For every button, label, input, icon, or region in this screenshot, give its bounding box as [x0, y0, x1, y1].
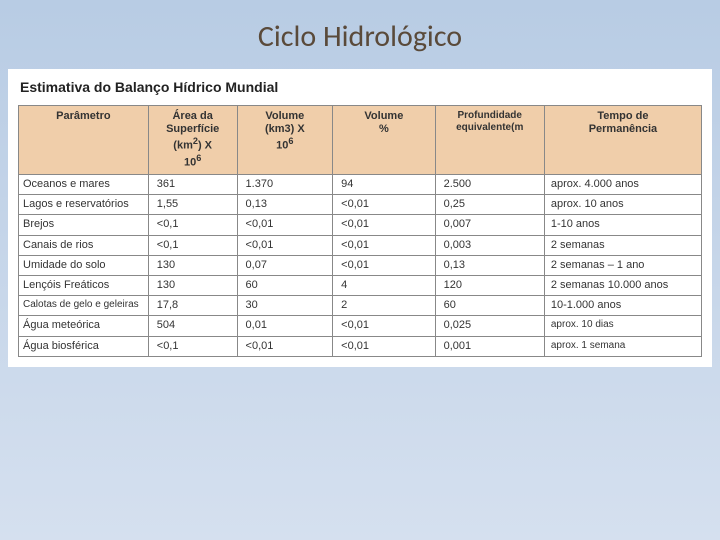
- table-cell: <0,01: [237, 336, 333, 356]
- table-cell: <0,1: [148, 235, 237, 255]
- table-cell: 2 semanas: [544, 235, 701, 255]
- col-profundidade: Profundidadeequivalente(m: [435, 106, 544, 175]
- table-cell: Canais de rios: [19, 235, 149, 255]
- table-cell: 504: [148, 316, 237, 336]
- table-cell: aprox. 1 semana: [544, 336, 701, 356]
- table-cell: 1.370: [237, 175, 333, 195]
- table-cell: 60: [435, 296, 544, 316]
- table-cell: 0,025: [435, 316, 544, 336]
- table-cell: 2 semanas – 1 ano: [544, 255, 701, 275]
- slide-title: Ciclo Hidrológico: [0, 0, 720, 69]
- table-cell: 1-10 anos: [544, 215, 701, 235]
- table-row: Água biosférica<0,1<0,01<0,010,001aprox.…: [19, 336, 702, 356]
- table-cell: 94: [333, 175, 435, 195]
- table-cell: 0,13: [237, 195, 333, 215]
- table-row: Brejos<0,1<0,01<0,010,0071-10 anos: [19, 215, 702, 235]
- table-cell: 2.500: [435, 175, 544, 195]
- table-cell: aprox. 10 anos: [544, 195, 701, 215]
- balance-table: Parâmetro Área daSuperfície(km2) X106 Vo…: [18, 105, 702, 357]
- table-cell: aprox. 10 dias: [544, 316, 701, 336]
- table-cell: Lençóis Freáticos: [19, 276, 149, 296]
- table-cell: <0,01: [237, 215, 333, 235]
- table-cell: 120: [435, 276, 544, 296]
- table-cell: 130: [148, 276, 237, 296]
- table-cell: 4: [333, 276, 435, 296]
- table-cell: <0,1: [148, 336, 237, 356]
- table-cell: 2: [333, 296, 435, 316]
- col-area: Área daSuperfície(km2) X106: [148, 106, 237, 175]
- table-cell: aprox. 4.000 anos: [544, 175, 701, 195]
- table-cell: Água biosférica: [19, 336, 149, 356]
- table-row: Calotas de gelo e geleiras17,83026010-1.…: [19, 296, 702, 316]
- table-cell: 0,25: [435, 195, 544, 215]
- table-cell: 0,003: [435, 235, 544, 255]
- table-cell: 0,007: [435, 215, 544, 235]
- col-volume: Volume(km3) X106: [237, 106, 333, 175]
- content-panel: Estimativa do Balanço Hídrico Mundial Pa…: [8, 69, 712, 367]
- table-cell: 1,55: [148, 195, 237, 215]
- table-cell: Calotas de gelo e geleiras: [19, 296, 149, 316]
- table-cell: <0,01: [333, 336, 435, 356]
- col-tempo: Tempo dePermanência: [544, 106, 701, 175]
- table-cell: Lagos e reservatórios: [19, 195, 149, 215]
- table-cell: 130: [148, 255, 237, 275]
- table-cell: <0,01: [237, 235, 333, 255]
- table-cell: 30: [237, 296, 333, 316]
- table-cell: Água meteórica: [19, 316, 149, 336]
- table-cell: <0,1: [148, 215, 237, 235]
- table-cell: 17,8: [148, 296, 237, 316]
- table-cell: 0,01: [237, 316, 333, 336]
- table-cell: 10-1.000 anos: [544, 296, 701, 316]
- table-cell: 361: [148, 175, 237, 195]
- col-parametro: Parâmetro: [19, 106, 149, 175]
- table-cell: <0,01: [333, 235, 435, 255]
- table-cell: <0,01: [333, 215, 435, 235]
- table-row: Canais de rios<0,1<0,01<0,010,0032 seman…: [19, 235, 702, 255]
- table-row: Água meteórica5040,01<0,010,025aprox. 10…: [19, 316, 702, 336]
- table-row: Lagos e reservatórios1,550,13<0,010,25ap…: [19, 195, 702, 215]
- table-header-row: Parâmetro Área daSuperfície(km2) X106 Vo…: [19, 106, 702, 175]
- table-cell: <0,01: [333, 316, 435, 336]
- table-row: Umidade do solo1300,07<0,010,132 semanas…: [19, 255, 702, 275]
- table-cell: Brejos: [19, 215, 149, 235]
- table-cell: Umidade do solo: [19, 255, 149, 275]
- table-cell: 0,001: [435, 336, 544, 356]
- table-cell: 0,07: [237, 255, 333, 275]
- table-caption: Estimativa do Balanço Hídrico Mundial: [18, 77, 702, 105]
- table-row: Oceanos e mares3611.370942.500aprox. 4.0…: [19, 175, 702, 195]
- table-cell: Oceanos e mares: [19, 175, 149, 195]
- table-cell: <0,01: [333, 255, 435, 275]
- table-cell: <0,01: [333, 195, 435, 215]
- table-cell: 0,13: [435, 255, 544, 275]
- table-body: Oceanos e mares3611.370942.500aprox. 4.0…: [19, 175, 702, 357]
- table-row: Lençóis Freáticos1306041202 semanas 10.0…: [19, 276, 702, 296]
- col-volume-pct: Volume%: [333, 106, 435, 175]
- table-cell: 60: [237, 276, 333, 296]
- table-cell: 2 semanas 10.000 anos: [544, 276, 701, 296]
